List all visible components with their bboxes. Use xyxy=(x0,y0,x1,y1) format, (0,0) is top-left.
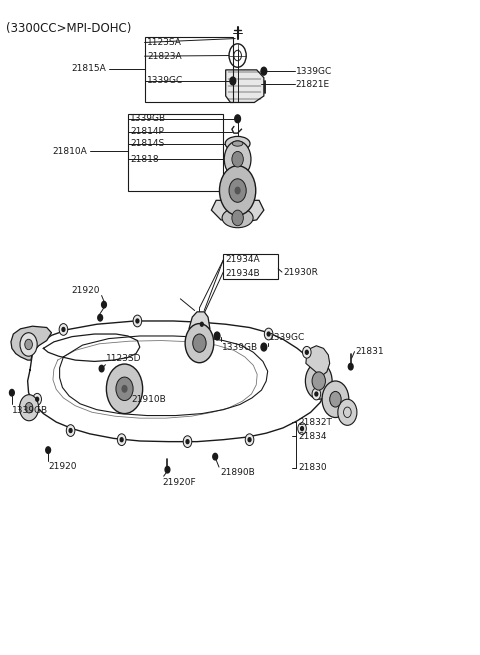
Text: 21821E: 21821E xyxy=(296,80,330,88)
Polygon shape xyxy=(306,346,330,377)
Circle shape xyxy=(261,343,267,351)
Circle shape xyxy=(245,434,254,445)
Circle shape xyxy=(312,388,321,400)
Text: 21814S: 21814S xyxy=(130,139,165,148)
Ellipse shape xyxy=(232,141,243,146)
Circle shape xyxy=(213,453,217,460)
Circle shape xyxy=(25,339,33,350)
Circle shape xyxy=(232,151,243,167)
Bar xyxy=(144,37,233,102)
Text: 21818: 21818 xyxy=(130,155,159,164)
Polygon shape xyxy=(189,312,210,329)
Circle shape xyxy=(193,334,206,352)
Text: 21920: 21920 xyxy=(48,462,77,471)
Text: 21934B: 21934B xyxy=(226,269,260,278)
Circle shape xyxy=(10,390,14,396)
Circle shape xyxy=(136,319,139,323)
Polygon shape xyxy=(11,326,51,360)
Circle shape xyxy=(33,394,41,405)
Text: 21920: 21920 xyxy=(72,286,100,295)
Bar xyxy=(128,113,223,191)
Circle shape xyxy=(59,324,68,335)
Text: 21832T: 21832T xyxy=(299,418,333,426)
Circle shape xyxy=(186,440,189,443)
Circle shape xyxy=(122,386,127,392)
Text: 21890B: 21890B xyxy=(220,468,255,477)
Circle shape xyxy=(36,398,38,402)
Circle shape xyxy=(20,395,38,421)
Circle shape xyxy=(261,67,267,75)
Text: (3300CC>MPI-DOHC): (3300CC>MPI-DOHC) xyxy=(6,22,132,35)
Circle shape xyxy=(198,318,206,330)
Circle shape xyxy=(235,115,240,122)
Circle shape xyxy=(348,364,353,370)
Text: 1339GC: 1339GC xyxy=(296,67,332,76)
Polygon shape xyxy=(226,70,264,102)
Circle shape xyxy=(46,447,50,453)
Text: 21823A: 21823A xyxy=(147,52,181,61)
Circle shape xyxy=(102,301,107,308)
Text: 1123SD: 1123SD xyxy=(107,354,142,364)
Text: 1339GC: 1339GC xyxy=(147,77,183,85)
Text: 21930R: 21930R xyxy=(283,267,318,276)
Circle shape xyxy=(229,179,246,202)
Circle shape xyxy=(133,315,142,327)
Circle shape xyxy=(116,377,133,401)
Text: 1339GC: 1339GC xyxy=(269,333,305,342)
Text: 1123SA: 1123SA xyxy=(147,38,182,47)
Ellipse shape xyxy=(225,136,250,151)
Circle shape xyxy=(107,364,143,413)
Circle shape xyxy=(315,392,318,396)
Circle shape xyxy=(302,346,311,358)
Circle shape xyxy=(322,381,349,417)
Circle shape xyxy=(232,210,243,226)
Text: 1339GB: 1339GB xyxy=(222,343,258,352)
Text: 21920F: 21920F xyxy=(163,477,196,487)
Text: 21830: 21830 xyxy=(299,463,327,472)
Bar xyxy=(223,253,278,278)
Circle shape xyxy=(267,332,270,336)
Circle shape xyxy=(235,187,240,194)
Circle shape xyxy=(214,332,220,340)
Text: 1339GB: 1339GB xyxy=(12,405,48,415)
Circle shape xyxy=(62,328,65,331)
Circle shape xyxy=(248,438,251,441)
Circle shape xyxy=(120,438,123,441)
Circle shape xyxy=(305,363,332,400)
Circle shape xyxy=(312,372,325,390)
Text: 21910B: 21910B xyxy=(132,396,167,404)
Circle shape xyxy=(185,324,214,363)
Circle shape xyxy=(219,166,256,215)
Circle shape xyxy=(330,392,341,407)
Text: 21834: 21834 xyxy=(299,432,327,441)
Circle shape xyxy=(338,400,357,425)
Circle shape xyxy=(305,350,308,354)
Circle shape xyxy=(264,328,273,340)
Circle shape xyxy=(200,322,203,326)
Ellipse shape xyxy=(222,208,253,228)
Circle shape xyxy=(98,314,103,321)
Polygon shape xyxy=(211,200,264,223)
Circle shape xyxy=(20,333,37,356)
Circle shape xyxy=(25,403,33,413)
Text: 21814P: 21814P xyxy=(130,127,164,136)
Circle shape xyxy=(66,424,75,436)
Circle shape xyxy=(298,422,306,434)
Text: 1339GB: 1339GB xyxy=(130,114,167,123)
Circle shape xyxy=(230,77,236,85)
Circle shape xyxy=(69,428,72,432)
Circle shape xyxy=(183,436,192,447)
Circle shape xyxy=(300,426,303,430)
Circle shape xyxy=(224,141,251,178)
Text: 21815A: 21815A xyxy=(72,64,107,73)
Text: 21810A: 21810A xyxy=(52,147,87,156)
Circle shape xyxy=(99,365,104,372)
Text: 21831: 21831 xyxy=(356,347,384,356)
Text: 21934A: 21934A xyxy=(226,255,260,263)
Circle shape xyxy=(165,466,170,473)
Circle shape xyxy=(117,434,126,445)
